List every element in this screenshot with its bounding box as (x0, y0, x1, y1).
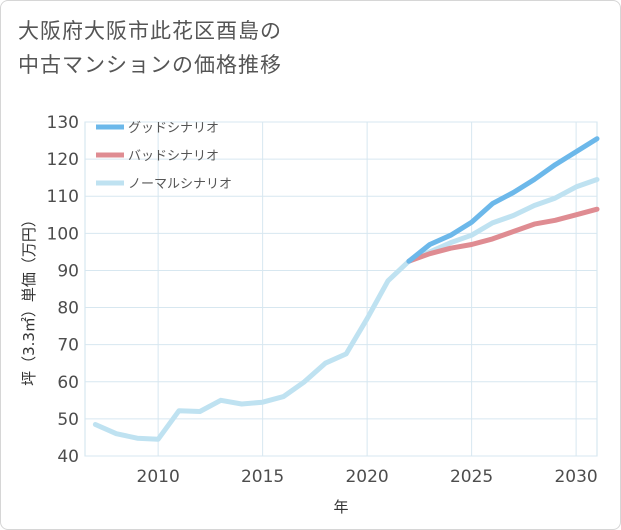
legend-label-3: ノーマルシナリオ (128, 177, 232, 192)
legend-label-2: バッドシナリオ (128, 149, 219, 164)
series-line-3 (92, 177, 600, 442)
x-tick-label: 2025 (450, 467, 493, 487)
chart-title-line-1: 大阪府大阪市此花区酉島の (18, 19, 282, 43)
plot-area-border (84, 121, 598, 457)
x-tick-label: 2020 (345, 467, 388, 487)
y-tick-label: 110 (47, 187, 79, 207)
y-axis-label: 坪（3.3㎡）単価（万円） (20, 212, 38, 386)
series-line-2 (406, 206, 600, 264)
y-tick-label: 90 (57, 261, 79, 281)
x-axis-label: 年 (333, 498, 348, 516)
tick-labels: 40 50 60 70 80 90 100 110 120 130 2010 2015 2020 2025… (47, 113, 598, 487)
y-tick-label: 50 (57, 410, 79, 430)
y-tick-label: 120 (47, 150, 79, 170)
y-tick-label: 40 (57, 447, 79, 467)
grid-lines (84, 121, 598, 457)
y-tick-label: 100 (47, 224, 79, 244)
series-line-1 (406, 136, 600, 264)
x-tick-label: 2010 (137, 467, 180, 487)
chart-title-line-2: 中古マンションの価格推移 (18, 53, 282, 77)
x-tick-label: 2030 (554, 467, 597, 487)
series-lines (92, 136, 600, 442)
y-tick-label: 80 (57, 299, 79, 319)
y-tick-label: 60 (57, 373, 79, 393)
x-tick-label: 2015 (241, 467, 284, 487)
y-tick-label: 70 (57, 336, 79, 356)
y-tick-label: 130 (47, 113, 79, 133)
chart-title: 大阪府大阪市此花区酉島の 中古マンションの価格推移 (18, 14, 282, 82)
legend-label-1: グッドシナリオ (128, 121, 219, 136)
